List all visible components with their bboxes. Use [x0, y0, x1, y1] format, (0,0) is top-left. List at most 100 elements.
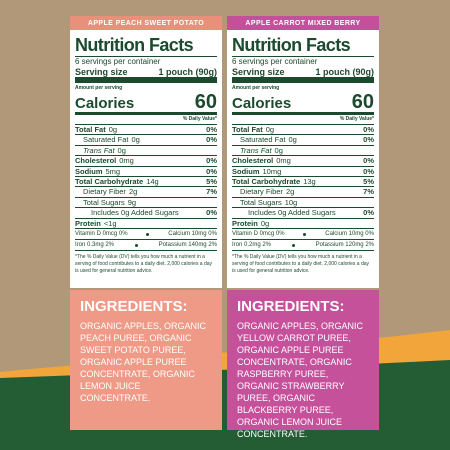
nutrient-row: Total Fat 0g 0%: [232, 125, 374, 136]
nutrient: Total Sugars 10g: [232, 198, 297, 207]
amount-per-serving: Amount per serving: [75, 85, 123, 91]
nutrient-dv: 0%: [363, 208, 374, 218]
daily-value-header: % Daily Value*: [75, 115, 217, 125]
nutrient-dv: 0%: [363, 125, 374, 134]
nutrient-row: Sodium 5mg 0%: [75, 166, 217, 178]
nutrient-amount: 9g: [127, 197, 137, 207]
nutrient-row: Cholesterol 0mg 0%: [75, 156, 217, 167]
calories-label: Calories: [232, 95, 292, 112]
vitamin-row: Iron 0.2mg 2% Potassium 120mg 2%: [232, 240, 374, 252]
nutrient-row: Saturated Fat 0g 0%: [232, 135, 374, 146]
vitamin: Iron 0.2mg 2%: [232, 242, 272, 249]
nutrient-name: Trans Fat: [240, 145, 272, 155]
nutrition-label: Nutrition Facts 6 servings per container S…: [70, 30, 222, 288]
nutrient: Protein 0g: [232, 219, 269, 228]
nutrient: Trans Fat 0g: [75, 146, 126, 155]
serving-size-value: 1 pouch (90g): [158, 67, 217, 77]
nutrient-amount: 0mg: [119, 156, 134, 166]
nutrient-amount: 2g: [128, 187, 138, 197]
nutrient: Cholesterol 0mg: [232, 156, 291, 165]
nutrient-name: Includes 0g Added Sugars: [248, 208, 336, 218]
nutrient-name: Total Sugars: [240, 197, 282, 207]
ingredients-text: ORGANIC APPLES, ORGANIC YELLOW CARROT PU…: [237, 321, 364, 439]
nutrient: Dietary Fiber 2g: [232, 187, 294, 196]
ingredients-title: INGREDIENTS:: [237, 298, 345, 315]
nutrient-amount: 0g: [274, 145, 283, 155]
nutrient-dv: 7%: [206, 187, 217, 197]
calories-value: 60: [351, 91, 374, 113]
nutrient-amount: 0mg: [276, 156, 291, 166]
nutrient-name: Cholesterol: [75, 156, 117, 166]
nutrient-dv: 0%: [206, 135, 217, 145]
nutrient-dv: 0%: [206, 156, 217, 166]
nutrient-name: Cholesterol: [232, 156, 274, 166]
calories-label: Calories: [75, 95, 135, 112]
nutrient-row: Cholesterol 0mg 0%: [232, 156, 374, 167]
nutrient-dv: 0%: [206, 166, 217, 176]
product-name: APPLE CARROT MIXED BERRY: [227, 16, 379, 30]
vitamin: Calcium 10mg 0%: [325, 231, 374, 238]
nutrient-dv: 0%: [206, 208, 217, 218]
vitamin: Vitamin D 0mcg 0%: [232, 231, 285, 238]
nutrient-amount: <1g: [103, 218, 117, 228]
calories-value: 60: [194, 91, 217, 113]
nutrient: Total Carbohydrate 13g: [232, 177, 316, 186]
nutrient-row: Total Sugars 9g: [75, 198, 217, 209]
nutrient-amount: 0g: [108, 125, 118, 134]
serving-size-value: 1 pouch (90g): [315, 67, 374, 77]
nutrient-amount: 10g: [284, 197, 298, 207]
amount-per-serving: Amount per serving: [232, 85, 280, 91]
nutrient-name: Total Fat: [75, 125, 106, 134]
nutrient-dv: 0%: [206, 125, 217, 134]
nutrient-name: Includes 0g Added Sugars: [91, 208, 179, 218]
nutrient: Total Fat 0g: [232, 125, 274, 134]
nutrient-name: Sodium: [75, 166, 103, 176]
servings: 6 servings per container: [75, 57, 161, 66]
ingredients-text: ORGANIC APPLES, ORGANIC PEACH PUREE, ORG…: [80, 321, 207, 403]
nutrient-amount: 0g: [265, 125, 275, 134]
nutrient-row: Trans Fat 0g: [232, 145, 374, 157]
nutrient-row: Includes 0g Added Sugars 0%: [232, 208, 374, 219]
label-title: Nutrition Facts: [75, 35, 217, 57]
nutrient-dv: 7%: [363, 187, 374, 197]
nutrient: Cholesterol 0mg: [75, 156, 134, 165]
nutrient-row: Trans Fat 0g: [75, 146, 217, 157]
serving-size: Serving size 1 pouch (90g): [75, 67, 217, 83]
nutrient-row: Total Carbohydrate 13g 5%: [232, 177, 374, 188]
ingredients: INGREDIENTS: ORGANIC APPLES, ORGANIC PEAC…: [70, 290, 222, 430]
servings: 6 servings per container: [232, 57, 318, 66]
nutrient: Total Fat 0g: [75, 125, 117, 134]
nutrient-name: Saturated Fat: [83, 135, 129, 145]
nutrient-name: Sodium: [232, 166, 260, 176]
vitamin-row: Vitamin D 0mcg 0% Calcium 10mg 0%: [75, 229, 217, 241]
nutrient-row: Total Carbohydrate 14g 5%: [75, 177, 217, 188]
nutrient: Includes 0g Added Sugars: [75, 208, 179, 217]
calories: Calories 60: [75, 92, 217, 115]
footnote: *The % Daily Value (DV) tells you how mu…: [232, 254, 370, 275]
nutrient-row: Protein <1g: [75, 219, 217, 230]
bullet: [146, 232, 150, 236]
nutrient-amount: 0g: [288, 135, 297, 145]
nutrient-dv: 0%: [363, 166, 374, 176]
ingredients-title: INGREDIENTS:: [80, 298, 188, 315]
nutrient-name: Protein: [75, 218, 101, 228]
nutrient-row: Saturated Fat 0g 0%: [75, 135, 217, 146]
nutrient-name: Protein: [232, 218, 258, 228]
nutrient-dv: 5%: [363, 177, 374, 187]
nutrient-name: Saturated Fat: [240, 135, 286, 145]
nutrient-amount: 10mg: [262, 166, 282, 176]
label-title: Nutrition Facts: [232, 35, 374, 57]
vitamin: Calcium 10mg 0%: [168, 231, 217, 238]
serving-size-label: Serving size: [75, 67, 128, 77]
nutrient-row: Dietary Fiber 2g 7%: [75, 187, 217, 198]
nutrient: Protein <1g: [75, 219, 117, 228]
nutrition-label: Nutrition Facts 6 servings per container S…: [227, 30, 379, 288]
nutrient-dv: 5%: [206, 177, 217, 187]
nutrient: Total Sugars 9g: [75, 198, 136, 207]
nutrient-amount: 5mg: [105, 166, 121, 176]
nutrient-amount: 0g: [117, 145, 126, 155]
nutrient-name: Dietary Fiber: [83, 187, 126, 197]
serving-size: Serving size 1 pouch (90g): [232, 67, 374, 83]
